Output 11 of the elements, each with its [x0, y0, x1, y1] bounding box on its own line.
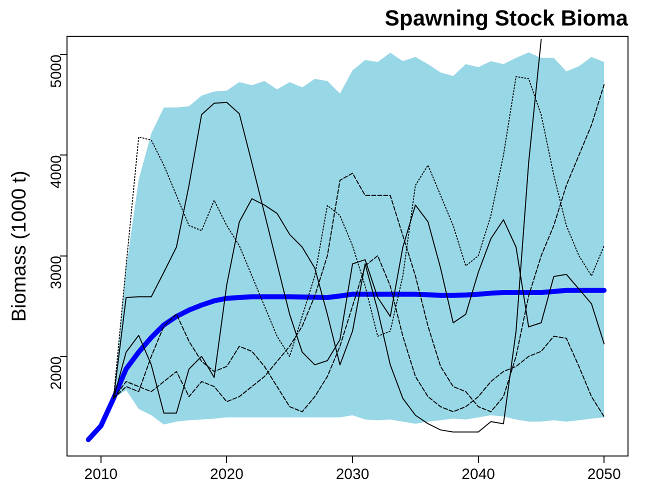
chart-title: Spawning Stock Bioma [384, 5, 629, 30]
x-tick-label: 2020 [210, 466, 244, 484]
y-tick-label: 3000 [48, 256, 66, 290]
y-axis-title: Biomass (1000 t) [8, 170, 31, 322]
y-tick-label: 4000 [48, 155, 66, 189]
y-tick-label: 5000 [48, 54, 66, 88]
x-tick-label: 2040 [462, 466, 496, 484]
y-tick-label: 2000 [48, 356, 66, 390]
x-tick-label: 2010 [84, 466, 118, 484]
x-tick-label: 2050 [587, 466, 621, 484]
x-tick-label: 2030 [336, 466, 370, 484]
